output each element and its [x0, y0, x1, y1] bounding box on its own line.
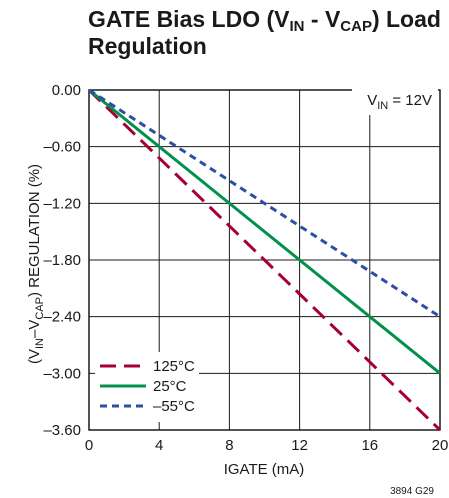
- series-lines: [87, 88, 442, 432]
- tick-labels: 0 4 8 12 16 20 0.00 –0.60 –1.20 –1.80 –2.40 –3.00 –3…: [43, 82, 448, 454]
- part-number-note: 3894 G29: [390, 486, 434, 497]
- legend-label-0: 125°C: [153, 358, 195, 375]
- x-axis-label: IGATE (mA): [224, 461, 305, 478]
- y-tick-label: –1.20: [43, 195, 81, 212]
- y-axis-label: (VIN–VCAP) REGULATION (%): [26, 164, 46, 364]
- series-line-1: [88, 88, 441, 375]
- annotation-background: [352, 85, 438, 115]
- y-tick-label: –2.40: [43, 309, 81, 326]
- legend-label-1: 25°C: [153, 378, 187, 395]
- y-tick-label: –0.60: [43, 139, 81, 156]
- chart-title: GATE Bias LDO (VIN - VCAP) Load Regulatio…: [88, 6, 441, 59]
- x-tick-label: 8: [225, 437, 233, 454]
- x-tick-label: 16: [361, 437, 378, 454]
- series-line-2: [88, 88, 441, 318]
- y-tick-label: –1.80: [43, 252, 81, 269]
- legend-label-2: –55°C: [153, 398, 195, 415]
- x-tick-label: 20: [432, 437, 449, 454]
- x-tick-label: 0: [85, 437, 93, 454]
- y-tick-label: –3.60: [43, 422, 81, 439]
- vin-annotation: VIN = 12V: [367, 92, 432, 112]
- plot-frame: [88, 89, 441, 431]
- x-tick-label: 4: [155, 437, 163, 454]
- series-line-0: [87, 88, 442, 432]
- x-tick-label: 12: [291, 437, 308, 454]
- legend: 125°C 25°C –55°C: [95, 352, 199, 422]
- y-tick-label: –3.00: [43, 365, 81, 382]
- y-tick-label: 0.00: [52, 82, 81, 99]
